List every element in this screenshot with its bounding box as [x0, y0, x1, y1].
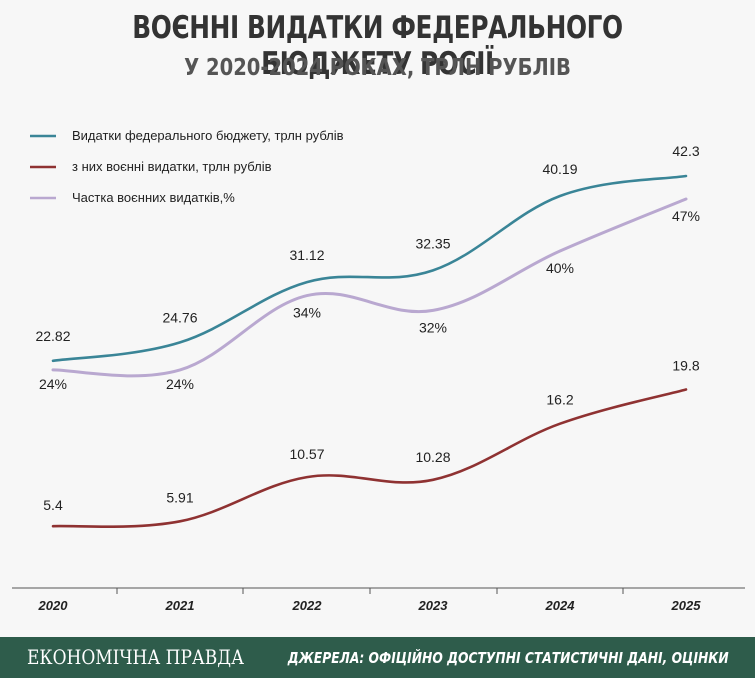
- x-tick-label: 2021: [165, 598, 195, 613]
- share-data-label: 40%: [546, 260, 574, 276]
- line-chart: 2020 2021 2022 2023 2024 2025 22.82 24.76 31.12 3…: [12, 128, 745, 613]
- legend-label: з них воєнні видатки, трлн рублів: [72, 159, 272, 174]
- x-tick-label: 2025: [671, 598, 702, 613]
- x-tick-label: 2022: [292, 598, 323, 613]
- share-data-label: 32%: [419, 319, 447, 335]
- x-tick-label: 2020: [38, 598, 69, 613]
- share-data-label: 24%: [39, 376, 67, 392]
- budget-line: [51, 174, 688, 363]
- budget-data-label: 22.82: [35, 328, 70, 344]
- budget-data-label: 32.35: [415, 235, 450, 251]
- chart-title: ВОЄННІ ВИДАТКИ ФЕДЕРАЛЬНОГО БЮДЖЕТУ РОСІ…: [132, 10, 623, 82]
- budget-data-label: 24.76: [162, 309, 197, 325]
- share-line: [51, 197, 688, 378]
- military-data-label: 16.2: [546, 392, 573, 408]
- military-data-label: 5.4: [43, 497, 63, 513]
- military-data-label: 10.28: [415, 449, 450, 465]
- military-line: [51, 388, 688, 529]
- source-note: ДЖЕРЕЛА: ОФІЦІЙНО ДОСТУПНІ СТАТИСТИЧНІ Д…: [288, 649, 729, 667]
- budget-data-label: 42.3: [672, 143, 699, 159]
- footer: ЕКОНОМІЧНА ПРАВДА ДЖЕРЕЛА: ОФІЦІЙНО ДОСТ…: [0, 637, 755, 678]
- legend-label: Видатки федерального бюджету, трлн рублі…: [72, 128, 344, 143]
- x-tick-label: 2024: [545, 598, 576, 613]
- brand-logo: ЕКОНОМІЧНА ПРАВДА: [27, 645, 244, 669]
- military-data-label: 10.57: [289, 446, 324, 462]
- share-data-label: 47%: [672, 208, 700, 224]
- share-data-label: 34%: [293, 305, 321, 321]
- budget-data-label: 40.19: [542, 161, 577, 177]
- military-data-label: 5.91: [166, 489, 193, 505]
- x-tick-label: 2023: [418, 598, 449, 613]
- budget-data-label: 31.12: [289, 247, 324, 263]
- military-data-label: 19.8: [672, 358, 699, 374]
- chart-subtitle: У 2020-2024 РОКАХ, ТРЛН РУБЛІВ: [184, 55, 571, 81]
- legend-label: Частка воєнних видатків,%: [72, 190, 235, 205]
- share-data-label: 24%: [166, 376, 194, 392]
